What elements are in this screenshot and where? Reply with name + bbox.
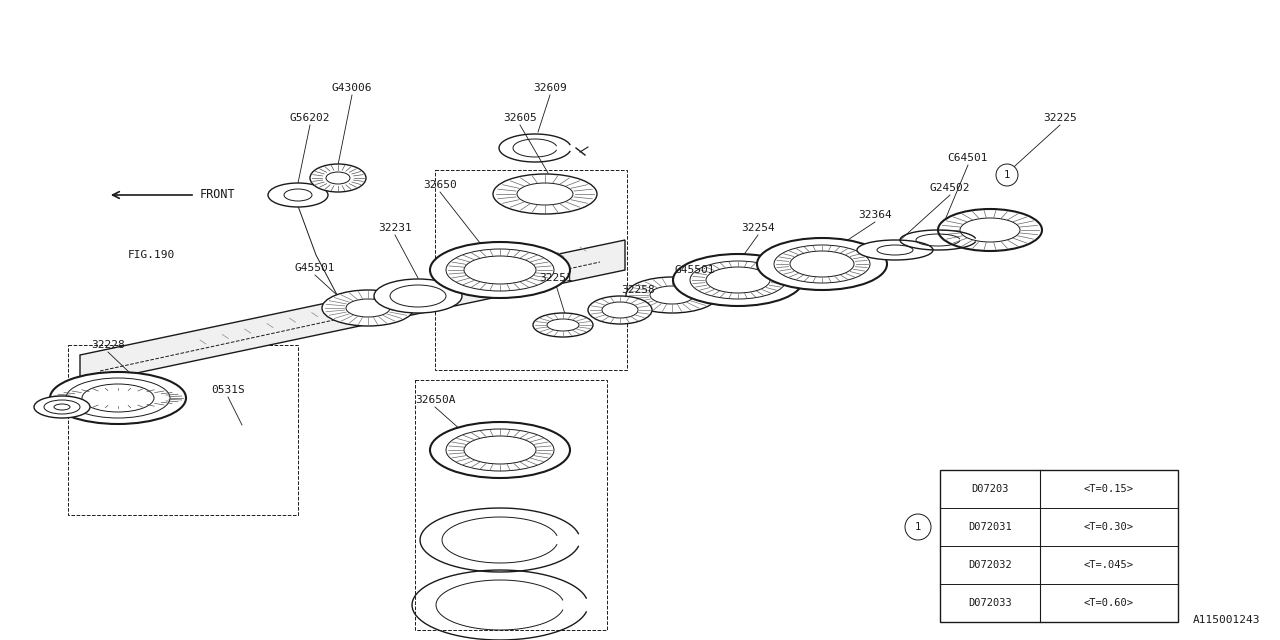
Ellipse shape (858, 240, 933, 260)
Ellipse shape (588, 296, 652, 324)
Text: 32228: 32228 (91, 340, 125, 350)
Ellipse shape (465, 436, 536, 464)
Ellipse shape (390, 285, 445, 307)
Ellipse shape (532, 313, 593, 337)
Text: <T=0.60>: <T=0.60> (1084, 598, 1134, 608)
Text: 32364: 32364 (858, 210, 892, 220)
Ellipse shape (493, 174, 596, 214)
Bar (415, 380, 607, 630)
Bar (68, 345, 298, 515)
Bar (435, 170, 627, 370)
Circle shape (996, 164, 1018, 186)
Text: 32254: 32254 (741, 223, 774, 233)
Text: 32258: 32258 (621, 285, 655, 295)
Ellipse shape (326, 172, 349, 184)
Circle shape (905, 514, 931, 540)
Ellipse shape (673, 254, 803, 306)
Text: 32650A: 32650A (415, 395, 456, 405)
Text: G43006: G43006 (332, 83, 372, 93)
Ellipse shape (960, 218, 1020, 242)
Text: 32650: 32650 (424, 180, 457, 190)
Ellipse shape (626, 277, 718, 313)
Text: D072033: D072033 (968, 598, 1012, 608)
Text: <T=0.30>: <T=0.30> (1084, 522, 1134, 532)
Ellipse shape (690, 261, 786, 299)
Ellipse shape (517, 183, 573, 205)
Ellipse shape (268, 183, 328, 207)
Ellipse shape (67, 378, 170, 418)
Ellipse shape (547, 319, 579, 331)
Text: FRONT: FRONT (200, 189, 236, 202)
Text: 1: 1 (1004, 170, 1010, 180)
Ellipse shape (938, 209, 1042, 251)
Ellipse shape (465, 256, 536, 284)
Ellipse shape (35, 396, 90, 418)
Text: G45501: G45501 (675, 265, 716, 275)
Text: <T=.045>: <T=.045> (1084, 560, 1134, 570)
Text: 32609: 32609 (534, 83, 567, 93)
Ellipse shape (346, 299, 390, 317)
Ellipse shape (756, 238, 887, 290)
Text: D072032: D072032 (968, 560, 1012, 570)
Ellipse shape (44, 400, 79, 414)
Ellipse shape (374, 279, 462, 313)
Text: 0531S: 0531S (211, 385, 244, 395)
Ellipse shape (774, 245, 870, 283)
Text: D07203: D07203 (972, 484, 1009, 494)
Ellipse shape (445, 429, 554, 471)
Ellipse shape (310, 164, 366, 192)
Ellipse shape (323, 290, 413, 326)
Text: <T=0.15>: <T=0.15> (1084, 484, 1134, 494)
Ellipse shape (54, 404, 70, 410)
Text: 32251: 32251 (539, 273, 573, 283)
Text: D072031: D072031 (968, 522, 1012, 532)
Ellipse shape (790, 251, 854, 277)
Ellipse shape (430, 422, 570, 478)
Ellipse shape (284, 189, 312, 201)
Text: FIG.190: FIG.190 (128, 250, 175, 260)
Text: C64501: C64501 (947, 153, 988, 163)
Text: G56202: G56202 (289, 113, 330, 123)
Ellipse shape (445, 249, 554, 291)
Text: 1: 1 (915, 522, 922, 532)
Ellipse shape (877, 245, 913, 255)
Ellipse shape (602, 302, 637, 318)
Text: G45501: G45501 (294, 263, 335, 273)
Text: A115001243: A115001243 (1193, 615, 1260, 625)
Text: 32231: 32231 (378, 223, 412, 233)
Ellipse shape (707, 267, 771, 293)
Text: 32605: 32605 (503, 113, 536, 123)
Text: 32225: 32225 (1043, 113, 1076, 123)
Text: G24502: G24502 (929, 183, 970, 193)
Bar (940, 470, 1178, 622)
Ellipse shape (82, 384, 154, 412)
Ellipse shape (430, 242, 570, 298)
Polygon shape (79, 240, 625, 385)
Ellipse shape (650, 286, 694, 304)
Ellipse shape (50, 372, 186, 424)
